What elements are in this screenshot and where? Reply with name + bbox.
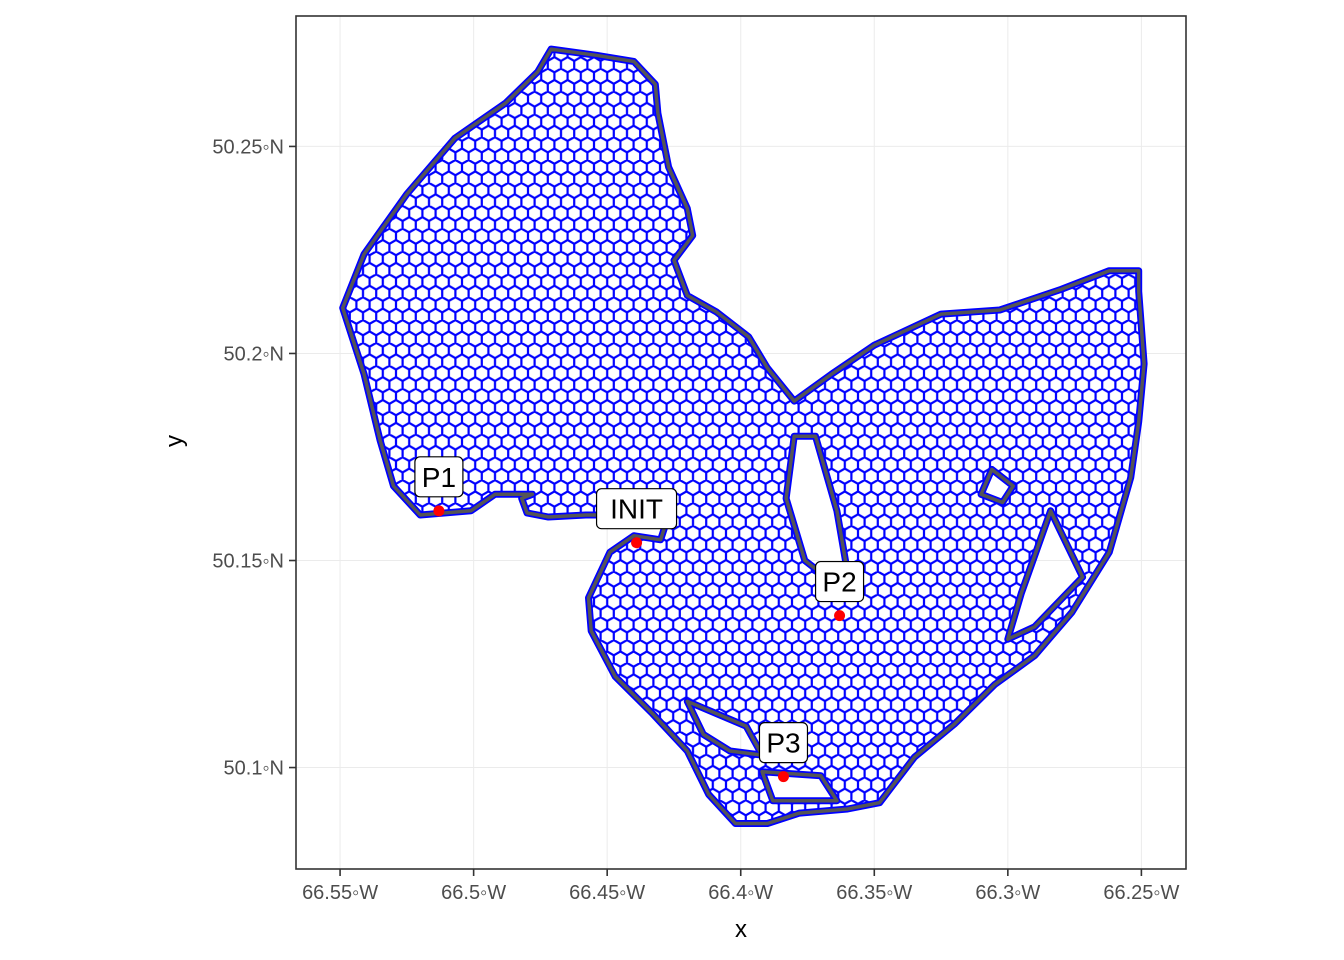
x-tick-label: 66.55◦W [302, 882, 378, 904]
x-tick-label: 66.3◦W [975, 882, 1040, 904]
panel-border [295, 15, 1187, 870]
point-label-box [595, 488, 678, 530]
y-tick-label: 50.2◦N [224, 343, 284, 365]
data-point [631, 537, 643, 549]
y-tick-label: 50.1◦N [224, 758, 284, 780]
lake-region [339, 45, 1148, 827]
y-axis-title: y [161, 435, 188, 447]
point-label: P2 [814, 560, 865, 603]
data-point [834, 610, 846, 622]
point-label-text: INIT [610, 494, 663, 525]
point-label-text: P3 [766, 728, 800, 759]
hex-grid-cells [342, 49, 1145, 824]
y-tick-label: 50.25◦N [212, 136, 284, 158]
data-point [777, 771, 789, 783]
x-tick-label: 66.4◦W [708, 882, 773, 904]
x-axis-title: x [735, 916, 747, 943]
x-tick-label: 66.25◦W [1103, 882, 1179, 904]
point-label: INIT [595, 488, 678, 530]
point-label: P1 [414, 456, 464, 498]
point-label: P3 [758, 722, 809, 764]
x-tick-label: 66.35◦W [836, 882, 912, 904]
y-tick-label: 50.15◦N [212, 551, 284, 573]
point-label-text: P1 [422, 462, 456, 493]
x-tick-label: 66.5◦W [441, 882, 506, 904]
points-layer: P1 INIT P2 P3 [414, 456, 865, 783]
point-label-box [758, 722, 809, 764]
point-label-text: P2 [822, 567, 856, 598]
point-label-box [814, 560, 865, 603]
data-point [433, 505, 445, 517]
x-tick-label: 66.45◦W [569, 882, 645, 904]
point-label-box [414, 456, 464, 498]
axes: 66.55◦W 66.5◦W 66.45◦W 66.4◦W 66.35◦W 66.3◦W 6… [212, 136, 1179, 904]
